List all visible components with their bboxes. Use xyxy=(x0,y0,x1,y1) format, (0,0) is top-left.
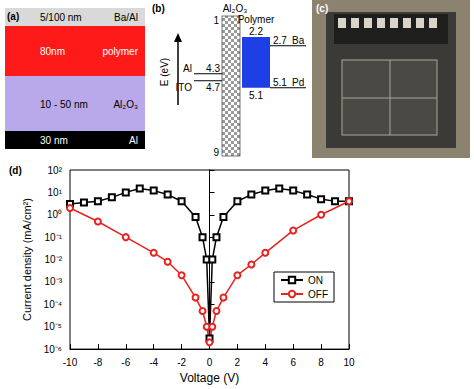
svg-text:10⁻³: 10⁻³ xyxy=(45,276,63,287)
svg-text:Al₂O₃: Al₂O₃ xyxy=(223,3,248,14)
svg-text:Ba/Al: Ba/Al xyxy=(114,12,138,23)
svg-text:5.1: 5.1 xyxy=(273,77,287,88)
svg-text:5/100 nm: 5/100 nm xyxy=(40,12,82,23)
svg-text:10 - 50 nm: 10 - 50 nm xyxy=(40,99,88,110)
svg-text:10⁻¹: 10⁻¹ xyxy=(45,232,63,243)
svg-text:Voltage (V): Voltage (V) xyxy=(180,371,239,385)
svg-text:E (eV): E (eV) xyxy=(159,58,170,86)
svg-text:9: 9 xyxy=(213,147,219,158)
svg-text:-8: -8 xyxy=(93,357,102,368)
svg-text:80nm: 80nm xyxy=(40,46,65,57)
svg-text:-2: -2 xyxy=(177,357,186,368)
svg-text:30 nm: 30 nm xyxy=(40,135,68,146)
svg-text:(c): (c) xyxy=(316,3,328,14)
svg-text:10⁻⁶: 10⁻⁶ xyxy=(44,344,62,355)
svg-text:Polymer: Polymer xyxy=(238,14,275,25)
svg-text:Ba: Ba xyxy=(292,35,305,46)
svg-text:5.1: 5.1 xyxy=(249,90,263,101)
svg-text:10⁻⁴: 10⁻⁴ xyxy=(44,299,62,310)
svg-text:1: 1 xyxy=(213,15,219,26)
svg-text:10¹: 10¹ xyxy=(48,187,63,198)
svg-text:(b): (b) xyxy=(152,3,165,14)
svg-text:Al: Al xyxy=(129,135,138,146)
svg-text:4.3: 4.3 xyxy=(206,63,220,74)
svg-text:Al₂O₃: Al₂O₃ xyxy=(113,99,138,110)
svg-text:(a): (a) xyxy=(7,11,19,22)
svg-text:8: 8 xyxy=(318,357,324,368)
svg-text:10²: 10² xyxy=(48,165,63,176)
svg-text:10⁰: 10⁰ xyxy=(47,209,62,220)
svg-text:Current density (mA/cm²): Current density (mA/cm²) xyxy=(21,198,33,321)
svg-text:4: 4 xyxy=(263,357,269,368)
svg-text:(d): (d) xyxy=(9,165,22,176)
svg-text:-4: -4 xyxy=(149,357,158,368)
svg-text:-6: -6 xyxy=(121,357,130,368)
svg-text:10⁻²: 10⁻² xyxy=(45,254,63,265)
svg-text:Al: Al xyxy=(183,63,192,74)
svg-text:2.7: 2.7 xyxy=(273,35,287,46)
svg-text:6: 6 xyxy=(290,357,296,368)
svg-text:10: 10 xyxy=(343,357,355,368)
svg-text:OFF: OFF xyxy=(308,289,328,300)
svg-text:Pd: Pd xyxy=(292,77,304,88)
svg-text:ITO: ITO xyxy=(176,82,193,93)
svg-text:ON: ON xyxy=(308,275,323,286)
svg-text:10⁻⁵: 10⁻⁵ xyxy=(44,321,62,332)
svg-text:2.2: 2.2 xyxy=(249,26,263,37)
svg-text:2: 2 xyxy=(235,357,241,368)
svg-text:polymer: polymer xyxy=(102,46,138,57)
svg-text:-10: -10 xyxy=(63,357,78,368)
svg-text:4.7: 4.7 xyxy=(206,82,220,93)
svg-text:0: 0 xyxy=(207,357,213,368)
